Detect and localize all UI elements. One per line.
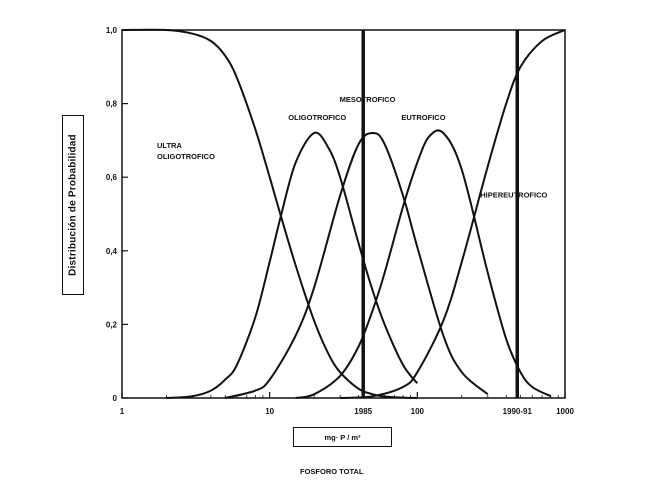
y-axis-label: Distribución de Probabilidad — [67, 134, 79, 276]
category-label-0: ULTRA — [157, 141, 182, 150]
marker-label-1: 1990-91 — [503, 407, 533, 416]
x-unit-label: mg· P / m³ — [293, 427, 392, 447]
series-line-0 — [121, 28, 418, 399]
category-label-1: OLIGOTROFICO — [157, 152, 215, 161]
category-label-2: OLIGOTROFICO — [288, 113, 346, 122]
y-tick-label-4: 0,8 — [106, 100, 118, 109]
series-line-4 — [340, 29, 566, 399]
category-label-4: EUTROFICO — [401, 113, 445, 122]
x-tick-label-0: 1 — [120, 407, 125, 416]
y-axis-label-box: Distribución de Probabilidad — [62, 115, 84, 295]
plot-frame — [121, 29, 566, 399]
series-line-2 — [224, 131, 489, 399]
year-markers: 1985 1990-91 — [354, 30, 532, 416]
series-line-3 — [295, 129, 552, 399]
x-axis-title: FOSFORO TOTAL — [300, 467, 364, 476]
x-tick-label-2: 100 — [411, 407, 425, 416]
y-tick-label-2: 0,4 — [106, 247, 118, 256]
series-lines — [121, 28, 566, 399]
y-tick-label-0: 0 — [113, 394, 118, 403]
marker-label-0: 1985 — [354, 407, 372, 416]
category-label-5: HIPEREUTROFICO — [480, 190, 547, 199]
y-tick-label-3: 0,6 — [106, 173, 118, 182]
x-tick-label-1: 10 — [265, 407, 274, 416]
y-tick-label-1: 0,2 — [106, 320, 118, 329]
category-labels: ULTRA OLIGOTROFICO OLIGOTROFICO MESOTROFICO… — [157, 95, 547, 200]
y-tick-label-5: 1,0 — [106, 26, 118, 35]
series-line-1 — [166, 131, 419, 399]
x-tick-label-3: 1000 — [556, 407, 574, 416]
category-label-3: MESOTROFICO — [340, 95, 396, 104]
x-axis: 1 10 100 1000 — [120, 392, 574, 416]
y-axis: 0 0,2 0,4 0,6 0,8 1,0 — [106, 26, 128, 403]
